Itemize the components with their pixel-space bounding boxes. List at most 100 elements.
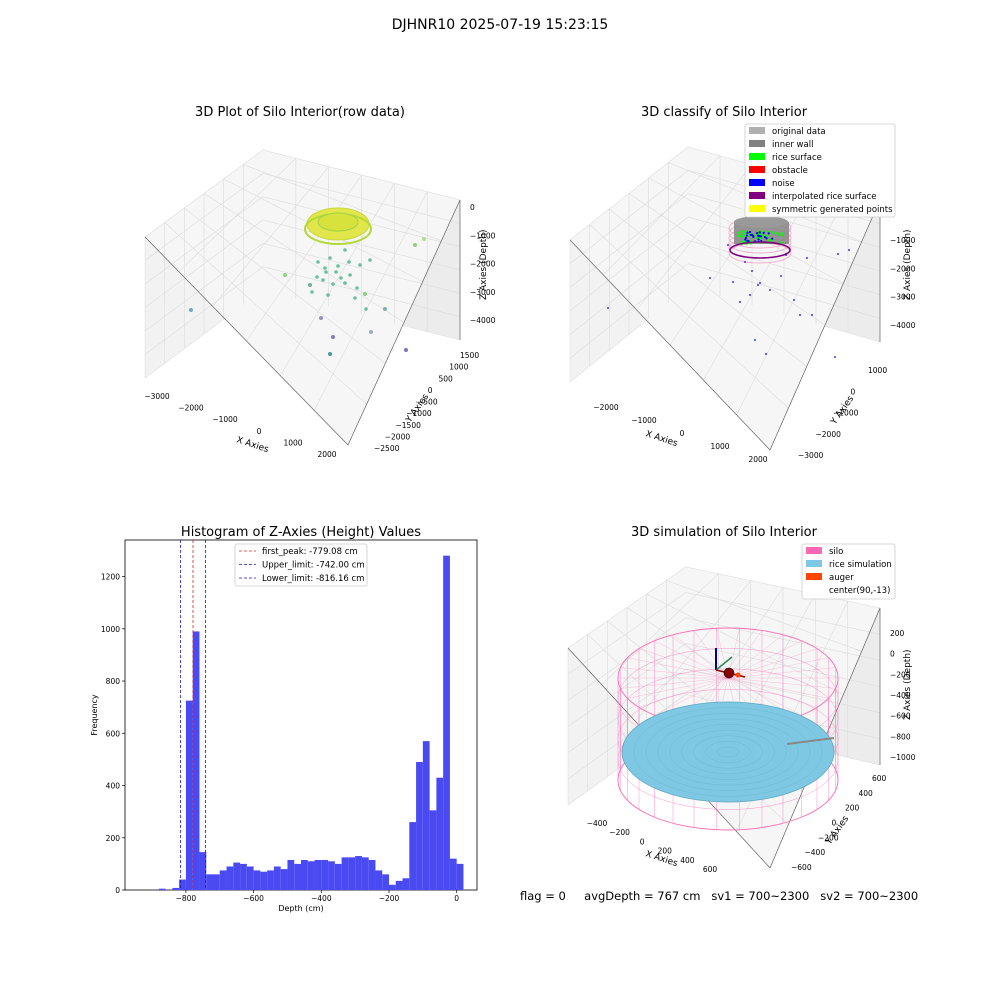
legend-label: interpolated rice surface: [772, 192, 877, 202]
legend-label: Lower_limit: -816.16 cm: [262, 574, 364, 584]
tick-label: 1000: [283, 438, 302, 447]
rice-mesh: [621, 701, 835, 803]
rice-surface-point: [780, 232, 784, 235]
tick-label: 2000: [748, 455, 767, 464]
auger-marker: [715, 648, 746, 679]
point-cloud: [607, 216, 850, 358]
data-point: [331, 282, 335, 286]
noise-point: [751, 234, 755, 237]
tick-label: 500: [439, 374, 454, 383]
noise-point: [848, 249, 850, 251]
axes-3d-box: [144, 149, 461, 446]
x-tick-label: −600: [243, 894, 264, 903]
avg-depth-value: avgDepth = 767 cm: [584, 889, 701, 903]
histogram-bar: [341, 857, 349, 890]
figure-suptitle: DJHNR10 2025-07-19 15:23:15: [391, 17, 609, 33]
histogram-bar: [375, 870, 383, 890]
y-tick-label: 400: [106, 782, 121, 791]
tick-label: 600: [703, 865, 718, 874]
flag-value: flag = 0: [520, 889, 566, 903]
tick-label: −3000: [798, 451, 824, 460]
legend-label: obstacle: [772, 166, 808, 176]
data-point: [364, 307, 368, 311]
histogram-bar: [253, 870, 261, 890]
histogram-bar: [199, 852, 207, 890]
silo-spoke: [727, 634, 784, 679]
auger-head: [723, 667, 735, 679]
chart-title: 3D classify of Silo Interior: [641, 105, 808, 120]
histogram-bar: [158, 888, 166, 890]
legend-label: rice simulation: [829, 560, 892, 570]
histogram-bar: [226, 866, 234, 890]
tick-label: 400: [680, 856, 695, 865]
tick-label: −600: [791, 863, 812, 872]
tick-label: −1000: [212, 415, 238, 424]
grid-line: [144, 266, 461, 355]
histogram-bar: [294, 863, 301, 890]
y-axis-line: [769, 199, 881, 451]
x-axis-line: [569, 239, 771, 451]
tick-label: −2000: [593, 403, 619, 412]
rice-surface-point: [737, 234, 740, 237]
silo-spoke: [638, 677, 729, 708]
grid-line: [666, 580, 862, 652]
z-axis-label: Z Axies (Depth): [903, 649, 913, 720]
data-point: [413, 243, 417, 247]
rice-surface-point: [759, 237, 762, 240]
tick-label: −1000: [833, 409, 859, 418]
noise-point: [745, 234, 749, 237]
silo-spoke: [727, 648, 818, 679]
histogram-bar: [240, 863, 247, 890]
data-point: [343, 248, 347, 252]
tick-label: −1500: [396, 421, 422, 430]
data-point: [348, 273, 352, 277]
noise-point: [744, 261, 746, 263]
noise-point: [709, 277, 711, 279]
status-line: flag = 0 avgDepth = 767 cm sv1 = 700~230…: [520, 889, 918, 903]
data-point: [368, 258, 372, 262]
noise-point: [763, 235, 766, 239]
histogram-bar: [172, 887, 180, 890]
noise-point: [747, 239, 750, 243]
noise-point: [727, 244, 729, 246]
noise-point: [759, 282, 761, 284]
legend-swatch: [806, 547, 822, 554]
noise-point: [757, 234, 760, 237]
silo-spoke: [627, 657, 729, 679]
data-point: [369, 330, 373, 334]
histogram-bar: [267, 870, 274, 890]
sv1-value: sv1 = 700~2300: [711, 889, 810, 903]
legend-label: first_peak: -779.08 cm: [262, 547, 358, 557]
data-point: [316, 260, 320, 264]
silo-spoke: [727, 677, 829, 699]
histogram-bar: [301, 859, 308, 890]
histogram-bar: [213, 874, 220, 890]
histogram-bar: [192, 631, 200, 890]
tick-labels: −2000 −1000 0 1000 2000 1000 0 −1000 −2000 −3000 −…: [593, 236, 915, 464]
rice-surface-point: [740, 230, 743, 233]
silo-spoke: [727, 677, 818, 708]
rice-surface-point: [779, 240, 782, 244]
silo-spoke: [693, 630, 729, 679]
tick-label: 0: [890, 650, 895, 659]
legend-swatch: [749, 205, 765, 212]
data-point: [189, 308, 193, 312]
histogram-bar: [416, 762, 423, 890]
tick-label: 600: [872, 774, 887, 783]
noise-point: [757, 284, 759, 286]
legend-label: noise: [772, 179, 795, 189]
silo-spoke: [654, 640, 729, 679]
rice-top-inner: [317, 212, 359, 232]
legend-swatch: [749, 192, 765, 199]
legend-label: Upper_limit: -742.00 cm: [262, 561, 365, 571]
legend-box: [801, 543, 896, 600]
rice-surface-point: [737, 231, 741, 235]
data-point: [343, 281, 347, 285]
noise-point: [762, 231, 765, 234]
tick-label: 1000: [868, 366, 887, 375]
data-point: [321, 278, 325, 282]
data-point: [328, 352, 332, 356]
tick-labels: −3000 −2000 −1000 0 1000 2000 1500 1000 500 0 −500…: [144, 203, 495, 459]
tick-label: 0: [680, 429, 685, 438]
